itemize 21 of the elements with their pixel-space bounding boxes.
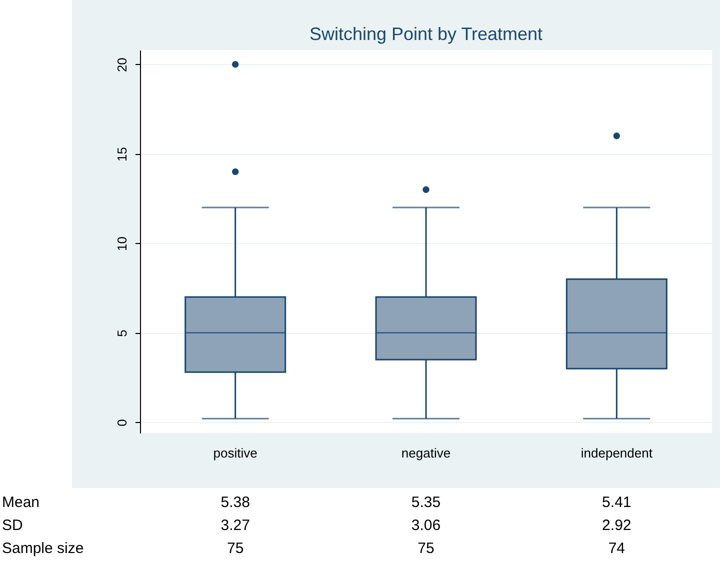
chart-title: Switching Point by Treatment (309, 24, 543, 44)
text: 5.38 (220, 494, 250, 511)
text: 74 (608, 540, 625, 557)
y-tick-label: 5 (114, 330, 130, 337)
text: 5.41 (602, 494, 632, 511)
text: Mean (2, 494, 40, 511)
y-tick-label: 20 (114, 58, 130, 72)
text: 3.06 (411, 517, 441, 534)
text: 75 (226, 540, 244, 557)
x-tick-label: negative (401, 446, 451, 460)
text: 5.35 (411, 494, 441, 511)
text: SD (2, 517, 23, 534)
text: 75 (418, 540, 434, 557)
x-tick-label: independent (580, 446, 653, 460)
text: 3.27 (220, 517, 250, 534)
text: Sample size (2, 540, 84, 557)
x-tick-label: positive (213, 446, 258, 460)
y-tick-label: 0 (114, 419, 130, 426)
y-tick-label: 10 (114, 236, 130, 252)
text: 2.92 (602, 517, 632, 534)
y-tick-label: 15 (114, 147, 130, 162)
